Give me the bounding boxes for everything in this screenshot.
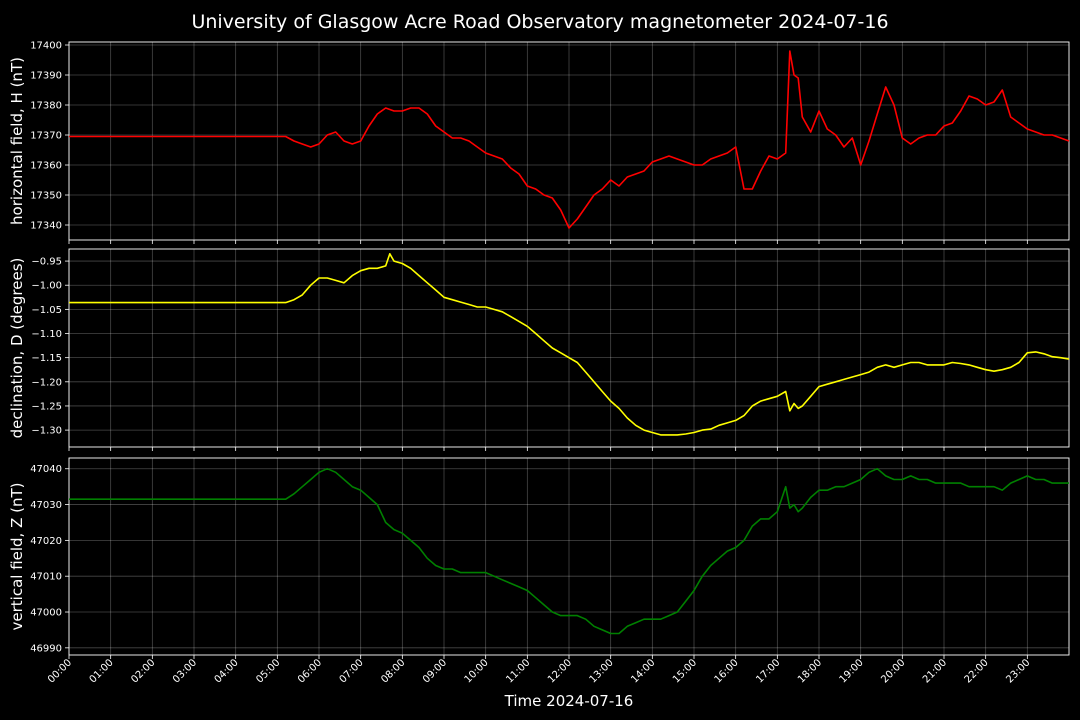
x-tick-label: 03:00 [171,657,199,685]
axes-frame [68,457,1070,656]
x-tick-label: 09:00 [421,657,449,685]
y-tick-label: 47000 [30,608,62,619]
y-tick-label: 17390 [30,71,62,82]
x-tick-label: 06:00 [296,657,324,685]
y-tick-label: 17360 [30,161,62,172]
x-tick-label: 14:00 [629,657,657,685]
x-tick-label: 12:00 [546,657,574,685]
y-tick-label: −1.25 [31,401,62,412]
y-axis-label: declination, D (degrees) [8,258,26,439]
y-tick-label: 47010 [30,572,62,583]
x-tick-label: 10:00 [463,657,491,685]
x-tick-label: 11:00 [504,657,532,685]
y-tick-label: −1.15 [31,353,62,364]
x-tick-label: 20:00 [879,657,907,685]
y-tick-label: 46990 [30,643,62,654]
chart-title: University of Glasgow Acre Road Observat… [191,11,888,33]
y-tick-label: 47030 [30,500,62,511]
panel-3: 46990 47000 47010 47020 47030 47040 vertical f… [8,457,1070,659]
series-line [69,50,1070,229]
x-tick-label: 22:00 [963,657,991,685]
y-tick-label: −1.30 [31,426,62,437]
series-line [69,467,1069,635]
y-tick-label: −1.05 [31,305,62,316]
y-tick-label: −1.10 [31,329,62,340]
x-tick-label: 07:00 [338,657,366,685]
x-axis-label: Time 2024-07-16 [504,692,634,710]
x-tick-label: 15:00 [671,657,699,685]
y-tick-label: 17380 [30,101,62,112]
y-tick-label: −0.95 [31,257,62,268]
x-tick-label: 04:00 [213,657,241,685]
x-tick-label: 13:00 [588,657,616,685]
y-tick-label: −1.20 [31,377,62,388]
axes-frame [68,248,1070,448]
x-tick-label: 00:00 [46,657,74,685]
x-tick-label: 18:00 [796,657,824,685]
x-tick-label: 05:00 [254,657,282,685]
y-tick-label: 17340 [30,221,62,232]
y-tick-label: 17370 [30,131,62,142]
series-line [69,253,1070,436]
y-tick-label: 47020 [30,536,62,547]
chart-panels: 17340 17350 17360 17370 17380 17390 17400 horiz… [8,41,1070,686]
x-tick-label: 17:00 [754,657,782,685]
x-tick-label: 01:00 [88,657,116,685]
y-tick-label: 17400 [30,41,62,52]
panel-2: −1.30 −1.25 −1.20 −1.15 −1.10 −1.05 −1.00 −0.95… [8,248,1070,451]
y-axis-label: horizontal field, H (nT) [8,57,26,225]
y-tick-label: −1.00 [31,281,62,292]
y-axis-label: vertical field, Z (nT) [8,482,26,630]
x-tick-label: 02:00 [129,657,157,685]
x-tick-label: 23:00 [1004,657,1032,685]
y-tick-label: 47040 [30,464,62,475]
x-tick-label: 16:00 [713,657,741,685]
x-tick-label: 19:00 [838,657,866,685]
y-tick-label: 17350 [30,191,62,202]
panel-1: 17340 17350 17360 17370 17380 17390 17400 horiz… [8,41,1070,244]
x-tick-label: 08:00 [379,657,407,685]
x-tick-label: 21:00 [921,657,949,685]
